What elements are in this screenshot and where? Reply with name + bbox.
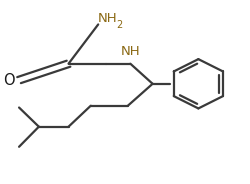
Text: O: O xyxy=(3,73,15,88)
Text: 2: 2 xyxy=(116,20,122,30)
Text: NH: NH xyxy=(98,13,117,25)
Text: NH: NH xyxy=(120,45,140,58)
